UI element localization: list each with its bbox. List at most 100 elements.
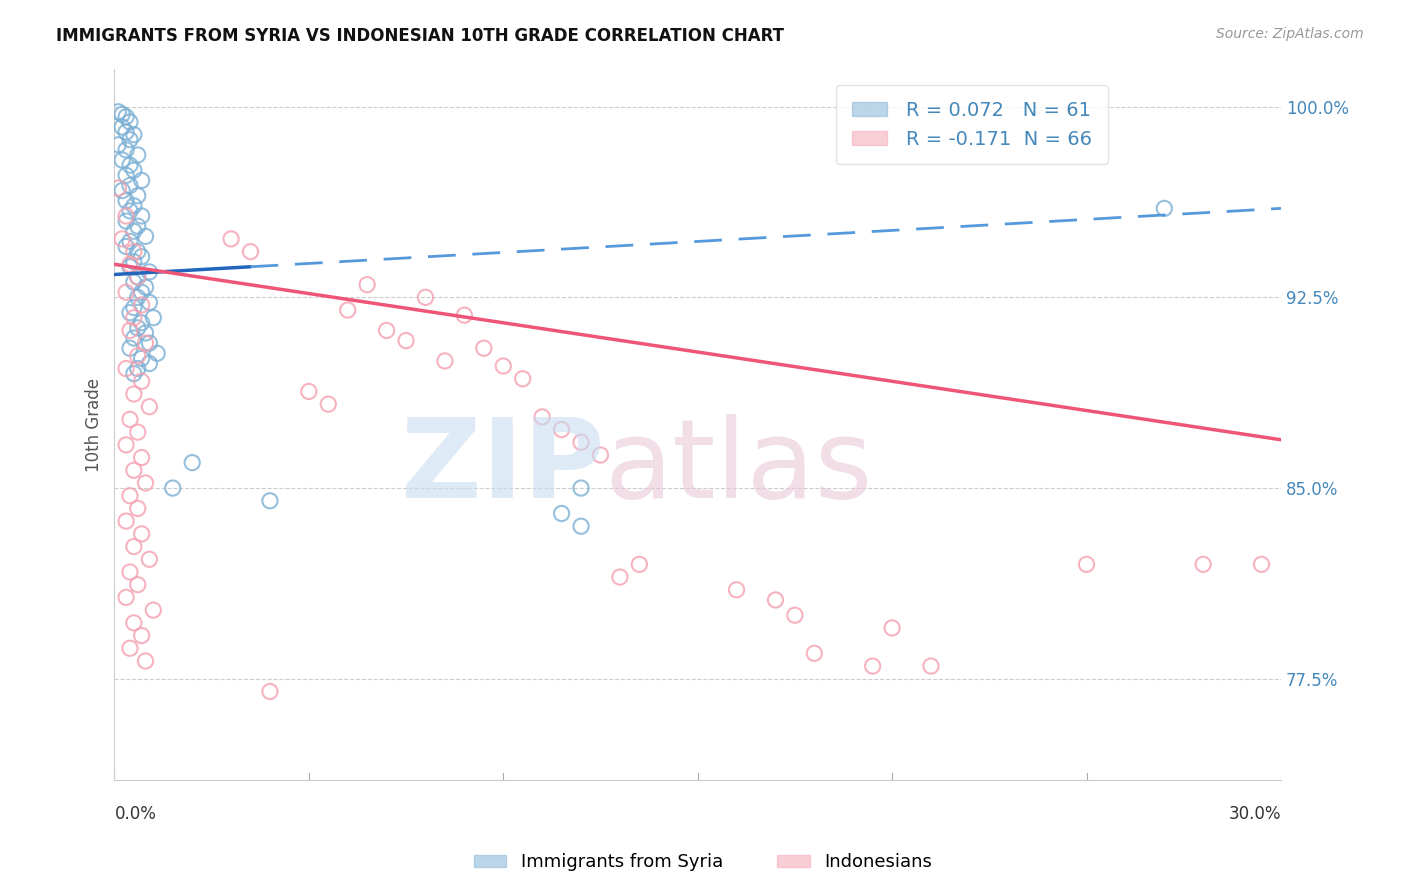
Point xyxy=(118,260,141,274)
Point xyxy=(453,308,475,322)
Point xyxy=(138,336,160,351)
Point xyxy=(783,608,806,623)
Point xyxy=(138,265,160,279)
Point xyxy=(122,310,145,325)
Point xyxy=(356,277,378,292)
Legend: Immigrants from Syria, Indonesians: Immigrants from Syria, Indonesians xyxy=(467,847,939,879)
Text: ZIP: ZIP xyxy=(401,414,605,521)
Point xyxy=(134,229,156,244)
Point xyxy=(131,450,153,465)
Text: 0.0%: 0.0% xyxy=(114,805,156,823)
Point xyxy=(131,628,153,642)
Point xyxy=(298,384,321,399)
Point xyxy=(118,133,141,147)
Point xyxy=(134,475,156,490)
Point xyxy=(118,115,141,129)
Point xyxy=(138,400,160,414)
Point xyxy=(111,184,134,198)
Point xyxy=(118,257,141,271)
Point xyxy=(115,209,138,223)
Point xyxy=(122,275,145,289)
Point xyxy=(609,570,631,584)
Point xyxy=(415,290,437,304)
Point xyxy=(375,323,398,337)
Point xyxy=(118,341,141,355)
Point xyxy=(131,250,153,264)
Point xyxy=(118,641,141,656)
Point xyxy=(118,412,141,426)
Point xyxy=(569,481,592,495)
Point xyxy=(259,684,281,698)
Point xyxy=(336,303,359,318)
Point xyxy=(181,456,204,470)
Point xyxy=(107,104,129,119)
Point xyxy=(122,331,145,345)
Point xyxy=(316,397,339,411)
Point xyxy=(107,137,129,152)
Point xyxy=(569,519,592,533)
Point xyxy=(127,219,149,234)
Point xyxy=(862,659,884,673)
Point xyxy=(122,199,145,213)
Point xyxy=(111,153,134,167)
Point xyxy=(127,244,149,259)
Point xyxy=(127,188,149,202)
Point xyxy=(550,507,572,521)
Text: 30.0%: 30.0% xyxy=(1229,805,1281,823)
Point xyxy=(115,143,138,157)
Text: atlas: atlas xyxy=(605,414,873,521)
Point xyxy=(131,316,153,330)
Point xyxy=(115,169,138,183)
Point xyxy=(142,310,165,325)
Point xyxy=(131,298,153,312)
Point xyxy=(115,194,138,208)
Point xyxy=(115,361,138,376)
Point xyxy=(118,565,141,579)
Point xyxy=(122,301,145,315)
Point xyxy=(127,290,149,304)
Point xyxy=(569,435,592,450)
Point xyxy=(127,321,149,335)
Point xyxy=(146,346,169,360)
Point xyxy=(492,359,515,373)
Point xyxy=(122,463,145,477)
Text: IMMIGRANTS FROM SYRIA VS INDONESIAN 10TH GRADE CORRELATION CHART: IMMIGRANTS FROM SYRIA VS INDONESIAN 10TH… xyxy=(56,27,785,45)
Point xyxy=(131,209,153,223)
Point xyxy=(115,285,138,300)
Point xyxy=(882,621,904,635)
Point xyxy=(131,285,153,300)
Point xyxy=(115,514,138,528)
Point xyxy=(107,181,129,195)
Point xyxy=(122,615,145,630)
Point xyxy=(115,591,138,605)
Point xyxy=(118,323,141,337)
Point xyxy=(122,244,145,259)
Point xyxy=(122,254,145,268)
Point xyxy=(142,603,165,617)
Point xyxy=(118,178,141,193)
Point xyxy=(134,280,156,294)
Text: Source: ZipAtlas.com: Source: ZipAtlas.com xyxy=(1216,27,1364,41)
Point xyxy=(472,341,495,355)
Point xyxy=(589,448,612,462)
Point xyxy=(628,558,651,572)
Point xyxy=(122,367,145,381)
Point xyxy=(118,203,141,218)
Point xyxy=(1076,558,1098,572)
Point xyxy=(131,351,153,366)
Point xyxy=(259,493,281,508)
Point xyxy=(122,128,145,142)
Point xyxy=(803,646,825,660)
Point xyxy=(127,361,149,376)
Point xyxy=(531,409,554,424)
Point xyxy=(122,387,145,401)
Point xyxy=(115,438,138,452)
Point xyxy=(239,244,262,259)
Point xyxy=(725,582,748,597)
Point xyxy=(131,173,153,187)
Point xyxy=(395,334,418,348)
Point xyxy=(127,349,149,363)
Point xyxy=(1153,202,1175,216)
Point xyxy=(127,425,149,439)
Point xyxy=(115,110,138,124)
